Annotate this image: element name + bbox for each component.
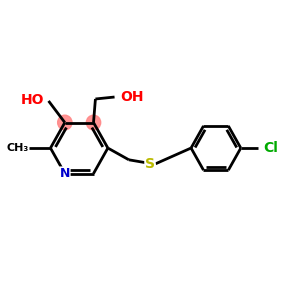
Text: N: N [60, 167, 70, 180]
Text: CH₃: CH₃ [6, 143, 28, 153]
Text: Cl: Cl [263, 141, 278, 155]
Circle shape [58, 115, 72, 130]
Text: OH: OH [120, 90, 144, 104]
Circle shape [86, 115, 101, 130]
Text: HO: HO [21, 93, 45, 107]
Text: S: S [145, 157, 155, 171]
